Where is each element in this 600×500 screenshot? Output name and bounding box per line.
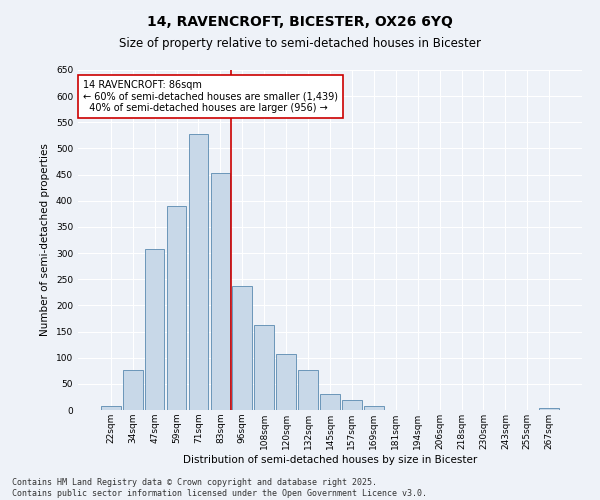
Bar (101, 406, 121, 410)
Bar (320, 394, 340, 410)
Bar (123, 370, 143, 410)
X-axis label: Distribution of semi-detached houses by size in Bicester: Distribution of semi-detached houses by … (183, 454, 477, 464)
Bar (211, 173, 230, 410)
Bar (364, 406, 384, 410)
Text: Size of property relative to semi-detached houses in Bicester: Size of property relative to semi-detach… (119, 38, 481, 51)
Text: 14, RAVENCROFT, BICESTER, OX26 6YQ: 14, RAVENCROFT, BICESTER, OX26 6YQ (147, 15, 453, 29)
Bar (232, 286, 252, 410)
Bar (342, 400, 362, 410)
Bar (188, 134, 208, 410)
Bar (167, 206, 187, 410)
Text: Contains HM Land Registry data © Crown copyright and database right 2025.
Contai: Contains HM Land Registry data © Crown c… (12, 478, 427, 498)
Bar (145, 250, 164, 410)
Bar (298, 370, 318, 410)
Bar (276, 354, 296, 410)
Text: 14 RAVENCROFT: 86sqm
← 60% of semi-detached houses are smaller (1,439)
  40% of : 14 RAVENCROFT: 86sqm ← 60% of semi-detac… (83, 80, 338, 114)
Bar (254, 326, 274, 410)
Y-axis label: Number of semi-detached properties: Number of semi-detached properties (40, 144, 50, 336)
Bar (539, 408, 559, 410)
